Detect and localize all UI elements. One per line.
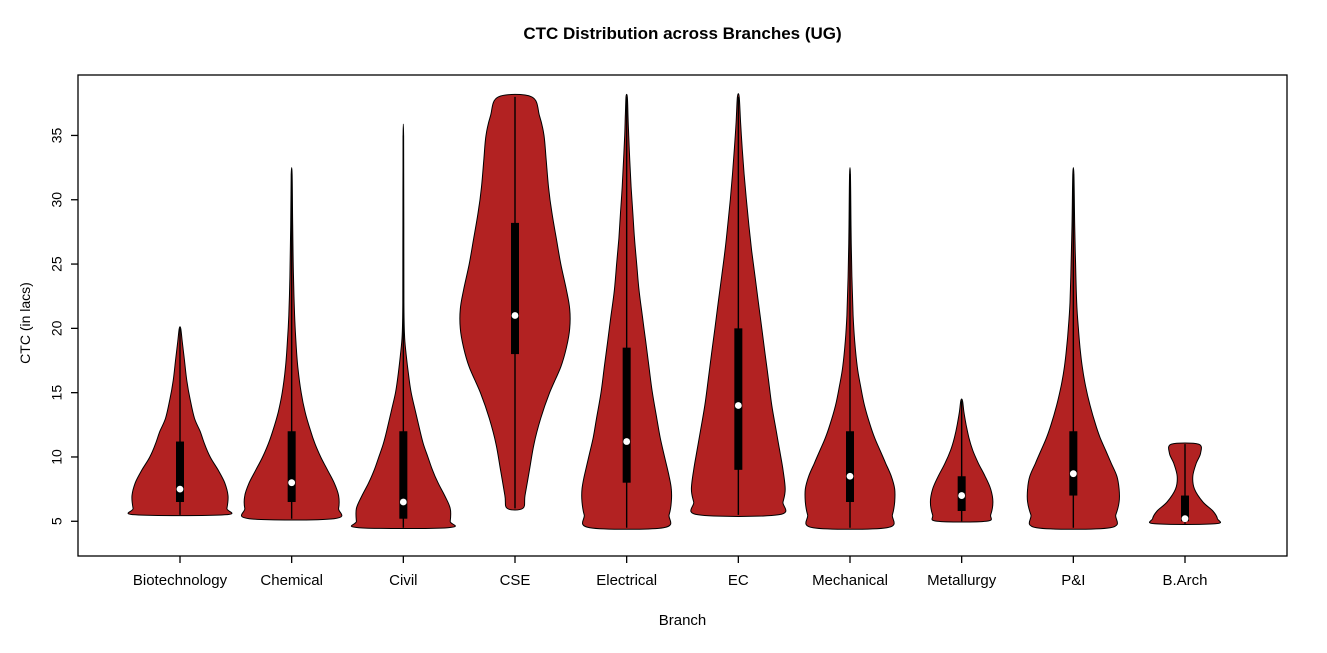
y-tick-label: 25 xyxy=(49,256,65,272)
y-tick-label: 20 xyxy=(49,320,65,336)
iqr-box xyxy=(399,431,408,519)
x-tick-label: CSE xyxy=(500,572,531,589)
violin-Electrical xyxy=(581,93,673,530)
violin-P-I xyxy=(1026,167,1120,530)
iqr-box xyxy=(176,441,184,502)
y-tick-label: 5 xyxy=(49,517,65,525)
x-tick-label: Civil xyxy=(389,572,417,589)
median-dot xyxy=(1181,515,1189,523)
y-tick-label: 35 xyxy=(49,127,65,143)
iqr-box xyxy=(511,222,519,355)
violin-Civil xyxy=(350,123,456,530)
iqr-box xyxy=(622,347,631,483)
violin-EC xyxy=(690,93,787,517)
x-tick-label: Mechanical xyxy=(812,572,888,589)
violin-B-Arch xyxy=(1148,442,1222,525)
x-tick-label: Metallurgy xyxy=(927,572,997,589)
y-tick-label: 15 xyxy=(49,385,65,401)
violin-Chemical xyxy=(240,167,343,521)
median-dot xyxy=(511,312,519,319)
chart-title: CTC Distribution across Branches (UG) xyxy=(523,24,842,43)
violin-Metallurgy xyxy=(929,398,994,523)
median-dot xyxy=(623,438,631,445)
x-axis-title: Branch xyxy=(658,612,707,629)
iqr-box xyxy=(1181,495,1189,522)
plot-border xyxy=(77,74,1288,557)
violin-Biotechnology xyxy=(127,326,233,517)
y-tick-label: 30 xyxy=(49,192,65,208)
median-dot xyxy=(399,498,407,506)
median-dot xyxy=(288,479,296,487)
iqr-box xyxy=(287,431,296,502)
violin-Mechanical xyxy=(804,167,896,530)
iqr-box xyxy=(846,431,854,502)
x-tick-label: Chemical xyxy=(260,572,323,589)
x-tick-label: EC xyxy=(728,572,749,589)
violin-CSE xyxy=(459,93,571,511)
x-tick-label: P&I xyxy=(1061,572,1085,589)
median-dot xyxy=(734,402,742,409)
iqr-box xyxy=(734,328,743,470)
median-dot xyxy=(846,472,854,480)
x-tick-label: Electrical xyxy=(596,572,657,589)
x-tick-label: B.Arch xyxy=(1162,572,1207,589)
median-dot xyxy=(176,485,184,493)
median-dot xyxy=(1069,470,1077,478)
median-dot xyxy=(958,492,966,499)
iqr-box xyxy=(1069,431,1078,496)
x-tick-label: Biotechnology xyxy=(133,572,228,589)
y-tick-label: 10 xyxy=(49,449,65,465)
